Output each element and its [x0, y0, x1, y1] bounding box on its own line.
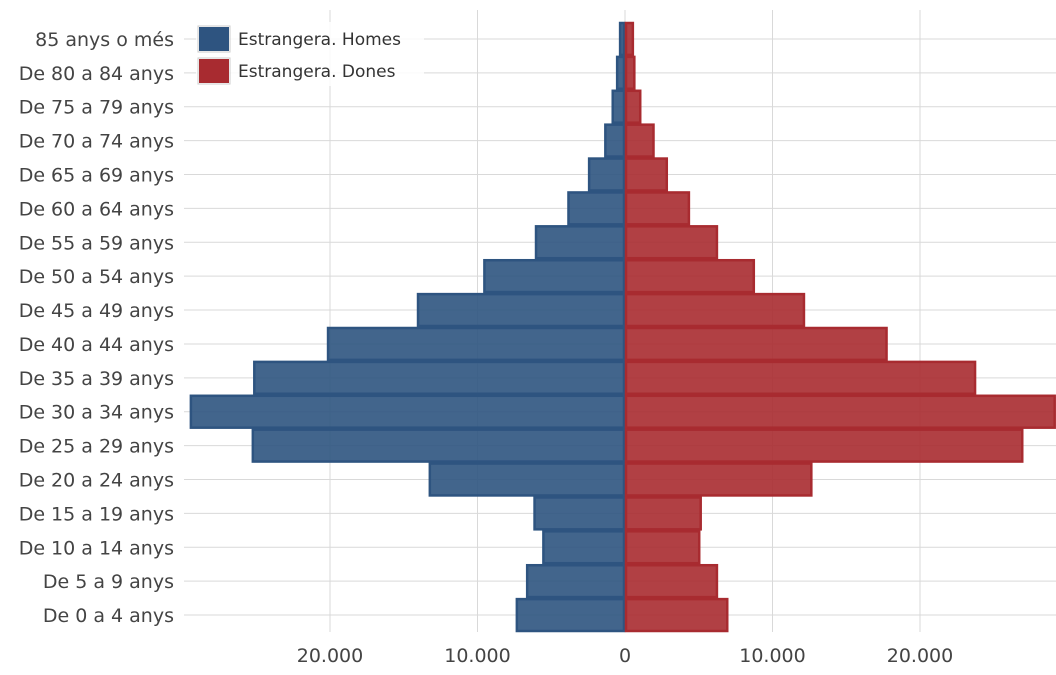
bar-homes-17[interactable] [618, 21, 626, 57]
legend-label[interactable]: Estrangera. Dones [238, 62, 396, 82]
legend[interactable]: Estrangera. Homes Estrangera. Dones [196, 22, 424, 86]
bar-homes-0[interactable] [515, 597, 626, 633]
y-tick-label: De 35 a 39 anys [19, 368, 174, 390]
bar-homes-9[interactable] [416, 292, 626, 328]
bar-homes-10[interactable] [483, 258, 626, 294]
legend-swatch[interactable] [199, 59, 229, 83]
legend-swatch[interactable] [199, 27, 229, 51]
bar-homes-2[interactable] [542, 530, 626, 565]
legend-label[interactable]: Estrangera. Homes [238, 30, 401, 50]
y-tick-label: De 60 a 64 anys [19, 198, 174, 220]
bar-dones-7[interactable] [624, 360, 977, 396]
bar-homes-15[interactable] [611, 89, 626, 124]
y-tick-label: De 80 a 84 anys [19, 63, 174, 85]
bar-dones-10[interactable] [624, 258, 756, 294]
y-tick-label: De 45 a 49 anys [19, 300, 174, 322]
bar-layer [189, 21, 1056, 633]
bar-dones-11[interactable] [624, 225, 719, 260]
bar-dones-5[interactable] [624, 428, 1024, 463]
legend-swatch-border [197, 57, 231, 85]
bar-homes-14[interactable] [604, 123, 626, 158]
bar-homes-8[interactable] [326, 326, 626, 362]
bar-dones-0[interactable] [624, 597, 729, 633]
bar-homes-5[interactable] [251, 428, 626, 463]
y-tick-label: De 55 a 59 anys [19, 232, 174, 254]
bar-dones-3[interactable] [624, 496, 702, 531]
y-axis-labels: De 0 a 4 anys De 5 a 9 anys De 10 a 14 any… [19, 29, 174, 627]
bar-homes-7[interactable] [253, 360, 626, 396]
bar-dones-14[interactable] [624, 123, 655, 158]
y-tick-label: De 65 a 69 anys [19, 165, 174, 187]
legend-swatch-border [197, 25, 231, 53]
bar-dones-2[interactable] [624, 530, 701, 565]
y-tick-label: De 10 a 14 anys [19, 537, 174, 559]
y-tick-label: De 0 a 4 anys [43, 605, 174, 627]
bar-dones-8[interactable] [624, 326, 888, 362]
bar-dones-12[interactable] [624, 191, 691, 226]
y-tick-label: De 25 a 29 anys [19, 436, 174, 458]
x-tick-label: 10.000 [739, 645, 805, 667]
bar-homes-6[interactable] [189, 394, 626, 429]
bar-homes-1[interactable] [525, 563, 626, 599]
legend-background [196, 22, 424, 86]
bar-dones-9[interactable] [624, 292, 806, 328]
bar-dones-6[interactable] [624, 394, 1056, 429]
bar-homes-11[interactable] [534, 225, 626, 260]
bar-homes-12[interactable] [567, 191, 626, 226]
y-tick-label: De 50 a 54 anys [19, 266, 174, 288]
bar-homes-4[interactable] [428, 462, 626, 497]
bar-dones-4[interactable] [624, 462, 813, 497]
bar-homes-13[interactable] [587, 157, 626, 192]
bar-homes-16[interactable] [615, 55, 626, 91]
y-tick-label: De 40 a 44 anys [19, 334, 174, 356]
y-tick-label: De 30 a 34 anys [19, 402, 174, 424]
x-tick-label: 10.000 [444, 645, 510, 667]
bar-dones-16[interactable] [624, 55, 636, 91]
bar-dones-13[interactable] [624, 157, 669, 192]
y-tick-label: De 20 a 24 anys [19, 470, 174, 492]
y-tick-label: De 70 a 74 anys [19, 131, 174, 153]
y-tick-label: De 5 a 9 anys [43, 571, 174, 593]
y-tick-label: De 15 a 19 anys [19, 503, 174, 525]
x-tick-label: 0 [619, 645, 631, 667]
bar-dones-17[interactable] [624, 21, 635, 57]
x-tick-label: 20.000 [887, 645, 953, 667]
bar-homes-3[interactable] [533, 496, 626, 531]
x-tick-label: 20.000 [297, 645, 363, 667]
bar-dones-15[interactable] [624, 89, 642, 124]
x-axis-labels: 20.000 10.000 0 10.000 20.000 [297, 645, 953, 667]
y-tick-label: De 75 a 79 anys [19, 97, 174, 119]
y-tick-label: 85 anys o més [35, 29, 174, 51]
bar-dones-1[interactable] [624, 563, 719, 599]
